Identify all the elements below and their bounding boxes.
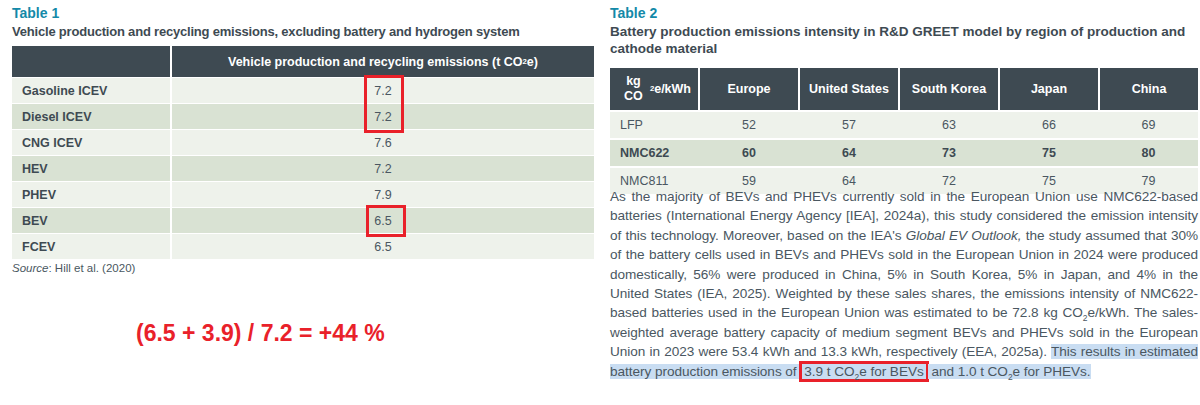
row-value: 64 xyxy=(799,140,899,166)
row-value: 52 xyxy=(699,112,799,138)
body-paragraph[interactable]: As the majority of BEVs and PHEVs curren… xyxy=(610,187,1198,381)
table1-header-row: Vehicle production and recycling emissio… xyxy=(12,46,594,77)
column-header-unit: kg CO2e/kWh xyxy=(610,68,698,110)
row-value: 60 xyxy=(699,140,799,166)
table1-label: Table 1 xyxy=(12,5,59,21)
row-value: 7.2 xyxy=(172,156,594,181)
row-label: HEV xyxy=(12,156,170,181)
text-segment: Global EV Outlook, xyxy=(906,228,1022,243)
row-label: FCEV xyxy=(12,234,170,259)
text-segment: the study assumed that 30% of the batter… xyxy=(610,228,1198,359)
document-page: Table 1 Vehicle production and recycling… xyxy=(0,0,1200,405)
row-label: LFP xyxy=(610,112,699,138)
table-row: Gasoline ICEV 7.2 xyxy=(12,78,594,103)
row-value: 7.6 xyxy=(172,130,594,155)
battery-intensity-table: kg CO2e/kWh Europe United States South K… xyxy=(610,68,1198,194)
table-row: Diesel ICEV 7.2 xyxy=(12,104,594,129)
column-header-japan: Japan xyxy=(1000,68,1098,110)
row-label: PHEV xyxy=(12,182,170,207)
source-word: Source xyxy=(12,262,48,274)
table1-header-value-cell: Vehicle production and recycling emissio… xyxy=(172,46,594,77)
calculation-annotation: (6.5 + 3.9) / 7.2 = +44 % xyxy=(136,320,385,347)
row-label: Diesel ICEV xyxy=(12,104,170,129)
table1-header-empty-cell xyxy=(12,46,170,77)
row-value: 69 xyxy=(1099,112,1198,138)
selected-text: and 1.0 t CO2e for PHEVs. xyxy=(928,364,1091,379)
row-label: Gasoline ICEV xyxy=(12,78,170,103)
column-header-south-korea: South Korea xyxy=(900,68,998,110)
table-row: NMC622 60 64 73 75 80 xyxy=(610,140,1198,166)
column-header-europe: Europe xyxy=(700,68,798,110)
table-row: CNG ICEV 7.6 xyxy=(12,130,594,155)
row-label: CNG ICEV xyxy=(12,130,170,155)
row-label: NMC622 xyxy=(610,140,699,166)
table2-title: Battery production emissions intensity i… xyxy=(610,23,1198,57)
source-citation: : Hill et al. (2020) xyxy=(48,262,135,274)
highlight-box-bev-battery-emissions: 3.9 t CO2e for BEVs xyxy=(799,361,928,382)
row-value: 80 xyxy=(1099,140,1198,166)
table-row: HEV 7.2 xyxy=(12,156,594,181)
row-value: 66 xyxy=(999,112,1099,138)
table-row: FCEV 6.5 xyxy=(12,234,594,259)
column-header-united-states: United States xyxy=(800,68,898,110)
row-value: 7.9 xyxy=(172,182,594,207)
column-header-china: China xyxy=(1100,68,1198,110)
row-value: 75 xyxy=(999,140,1099,166)
highlight-box-bev-value xyxy=(366,205,406,237)
vehicle-emissions-table: Vehicle production and recycling emissio… xyxy=(12,46,594,259)
row-value: 73 xyxy=(899,140,999,166)
table-row: BEV 6.5 xyxy=(12,208,594,233)
table2-header-row: kg CO2e/kWh Europe United States South K… xyxy=(610,68,1198,110)
row-label: BEV xyxy=(12,208,170,233)
table1-title: Vehicle production and recycling emissio… xyxy=(12,24,520,39)
row-value: 63 xyxy=(899,112,999,138)
table-row: PHEV 7.9 xyxy=(12,182,594,207)
table2-label: Table 2 xyxy=(610,5,657,21)
source-note: Source: Hill et al. (2020) xyxy=(12,262,135,274)
table-row: LFP 52 57 63 66 69 xyxy=(610,112,1198,138)
row-value: 6.5 xyxy=(172,234,594,259)
highlight-box-icev-values xyxy=(364,75,404,133)
row-value: 57 xyxy=(799,112,899,138)
